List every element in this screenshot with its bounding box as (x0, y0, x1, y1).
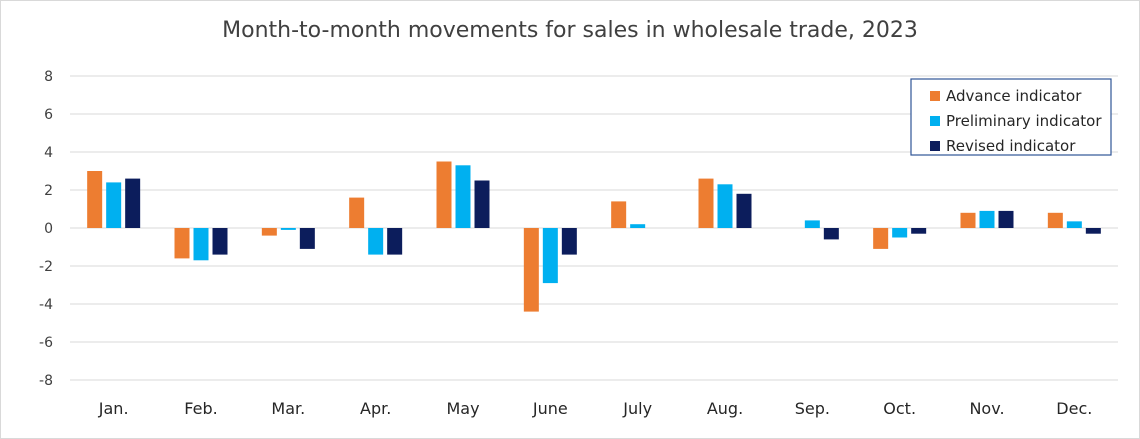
bar-preliminary-8 (804, 220, 820, 228)
bar-advance-3 (349, 197, 365, 228)
bar-revised-2 (299, 228, 315, 249)
series-revised (125, 178, 1101, 255)
bar-revised-8 (823, 228, 839, 240)
bar-advance-10 (960, 212, 976, 228)
chart-title: Month-to-month movements for sales in wh… (222, 18, 918, 43)
bar-preliminary-9 (892, 228, 908, 238)
bar-advance-9 (873, 228, 889, 249)
bar-revised-10 (998, 210, 1014, 228)
bar-preliminary-0 (106, 182, 122, 228)
bar-preliminary-10 (979, 210, 995, 228)
bar-advance-7 (698, 178, 714, 228)
y-tick-label: 6 (44, 107, 53, 123)
x-tick-label: Feb. (184, 399, 217, 418)
x-tick-label: Mar. (271, 399, 305, 418)
bar-advance-1 (174, 228, 190, 259)
legend-swatch-revised (930, 141, 940, 151)
bar-preliminary-2 (280, 228, 296, 230)
legend: Advance indicator Preliminary indicator Re… (910, 78, 1112, 156)
x-axis-categories: Jan. Feb. Mar. Apr. May June July Aug. Sep. Oct. N… (98, 399, 1093, 418)
y-tick-label: -6 (39, 335, 53, 351)
bar-preliminary-7 (717, 184, 733, 228)
y-tick-label: -8 (39, 373, 53, 389)
x-tick-label: June (532, 399, 568, 418)
x-tick-label: Apr. (360, 399, 391, 418)
legend-label-revised: Revised indicator (946, 137, 1076, 155)
bar-revised-3 (387, 228, 403, 255)
bar-revised-9 (911, 228, 927, 234)
legend-label-preliminary: Preliminary indicator (946, 112, 1102, 130)
series-advance (87, 161, 1063, 312)
x-tick-label: May (446, 399, 479, 418)
y-tick-label: -2 (39, 259, 53, 275)
y-tick-label: 8 (44, 69, 53, 85)
x-tick-label: Aug. (707, 399, 743, 418)
bar-advance-0 (87, 171, 103, 228)
bar-revised-11 (1085, 228, 1101, 234)
y-axis-ticks: 8 6 4 2 0 -2 -4 -6 -8 (39, 69, 53, 389)
bar-preliminary-5 (542, 228, 558, 284)
x-tick-label: July (622, 399, 652, 418)
bar-advance-11 (1047, 212, 1063, 228)
bar-revised-4 (474, 180, 490, 228)
x-tick-label: Nov. (969, 399, 1004, 418)
x-tick-label: Dec. (1056, 399, 1092, 418)
bar-revised-5 (561, 228, 577, 255)
bar-revised-7 (736, 193, 752, 228)
x-tick-label: Sep. (795, 399, 830, 418)
bar-advance-4 (436, 161, 452, 228)
bar-revised-0 (125, 178, 141, 228)
bar-preliminary-1 (193, 228, 209, 261)
legend-swatch-advance (930, 91, 940, 101)
series-preliminary (106, 165, 1082, 284)
x-tick-label: Jan. (98, 399, 129, 418)
bar-preliminary-4 (455, 165, 471, 228)
y-tick-label: 0 (44, 221, 53, 237)
bar-advance-2 (261, 228, 277, 236)
bars (87, 161, 1101, 312)
bar-revised-1 (212, 228, 228, 255)
x-tick-label: Oct. (883, 399, 916, 418)
bar-preliminary-6 (630, 224, 646, 228)
y-tick-label: 2 (44, 183, 53, 199)
y-tick-label: 4 (44, 145, 53, 161)
y-tick-label: -4 (39, 297, 53, 313)
legend-label-advance: Advance indicator (946, 87, 1082, 105)
legend-box (910, 78, 1112, 156)
legend-swatch-preliminary (930, 116, 940, 126)
bar-preliminary-3 (368, 228, 384, 255)
bar-preliminary-11 (1066, 221, 1082, 228)
bar-advance-6 (611, 201, 627, 228)
bar-advance-5 (523, 228, 539, 312)
